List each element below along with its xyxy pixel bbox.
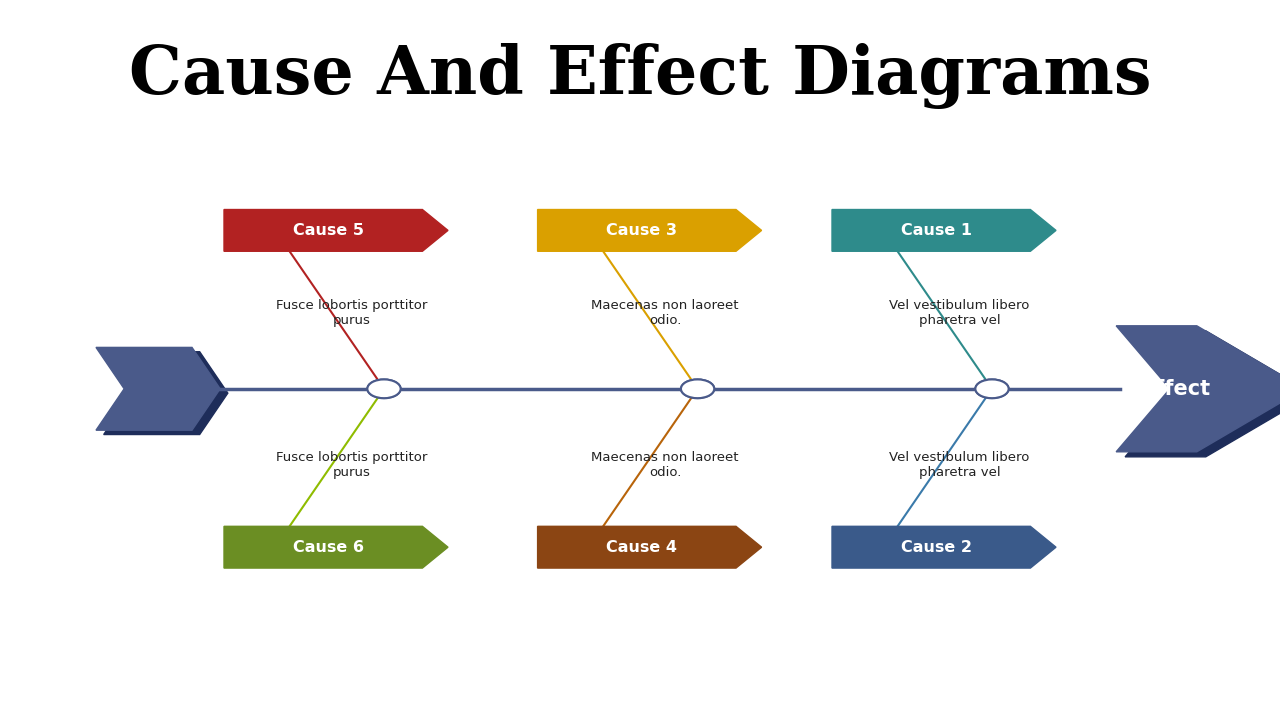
Text: Cause And Effect Diagrams: Cause And Effect Diagrams <box>129 42 1151 109</box>
Circle shape <box>681 379 714 398</box>
Text: Vel vestibulum libero
pharetra vel: Vel vestibulum libero pharetra vel <box>890 299 1029 327</box>
Polygon shape <box>832 210 1056 251</box>
Circle shape <box>975 379 1009 398</box>
Polygon shape <box>224 210 448 251</box>
Polygon shape <box>538 526 762 568</box>
Polygon shape <box>832 526 1056 568</box>
Circle shape <box>975 379 1009 398</box>
Polygon shape <box>104 351 228 434</box>
Circle shape <box>681 379 714 398</box>
Text: Effect: Effect <box>1140 379 1210 399</box>
Polygon shape <box>96 347 220 430</box>
Polygon shape <box>224 526 448 568</box>
Polygon shape <box>538 210 762 251</box>
Text: Cause 2: Cause 2 <box>901 540 972 554</box>
Circle shape <box>367 379 401 398</box>
Circle shape <box>367 379 401 398</box>
Text: Fusce lobortis porttitor
purus: Fusce lobortis porttitor purus <box>275 451 428 479</box>
Text: Cause 4: Cause 4 <box>607 540 677 554</box>
Text: Maecenas non laoreet
odio.: Maecenas non laoreet odio. <box>591 299 739 327</box>
Text: Maecenas non laoreet
odio.: Maecenas non laoreet odio. <box>591 451 739 479</box>
Polygon shape <box>1116 325 1280 452</box>
Text: Cause 1: Cause 1 <box>901 223 972 238</box>
Polygon shape <box>1125 331 1280 456</box>
Text: Fusce lobortis porttitor
purus: Fusce lobortis porttitor purus <box>275 299 428 327</box>
Text: Cause 3: Cause 3 <box>607 223 677 238</box>
Text: Vel vestibulum libero
pharetra vel: Vel vestibulum libero pharetra vel <box>890 451 1029 479</box>
Text: Cause 6: Cause 6 <box>293 540 364 554</box>
Text: Cause 5: Cause 5 <box>293 223 364 238</box>
